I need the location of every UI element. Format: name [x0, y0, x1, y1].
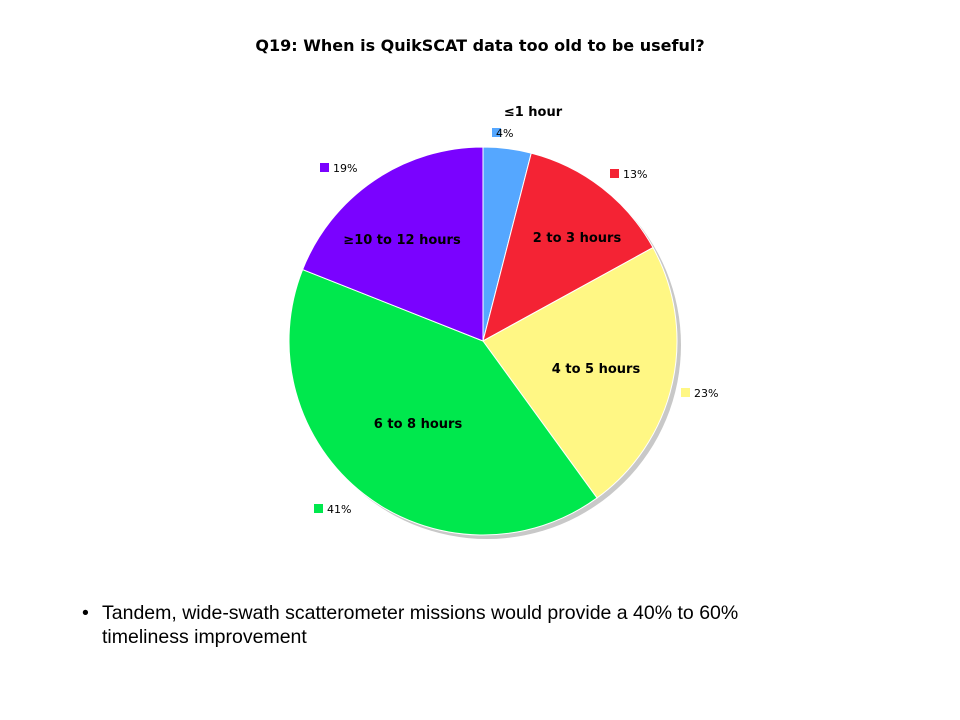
legend-swatch	[681, 388, 690, 397]
pie-slice	[301, 146, 484, 342]
legend-swatch	[320, 163, 329, 172]
slice-label: ≥10 to 12 hours	[343, 233, 461, 248]
pie-slice	[482, 246, 678, 499]
bullet-line-2: timeliness improvement	[102, 626, 307, 648]
percent-label: 19%	[333, 162, 357, 175]
chart-title: Q19: When is QuikSCAT data too old to be…	[255, 36, 705, 55]
slice-label: 4 to 5 hours	[552, 362, 641, 377]
bullet-mark: •	[82, 602, 89, 624]
legend-swatch	[492, 128, 501, 137]
bullet-line-1: Tandem, wide-swath scatterometer mission…	[102, 602, 739, 624]
percent-label: 23%	[694, 387, 718, 400]
percent-label: 41%	[327, 503, 351, 516]
percent-label: 13%	[623, 168, 647, 181]
slice-label: 6 to 8 hours	[374, 417, 463, 432]
pie-slice	[288, 268, 598, 536]
slice-label: ≤1 hour	[504, 105, 563, 120]
legend-swatch	[610, 169, 619, 178]
slice-label: 2 to 3 hours	[533, 231, 622, 246]
percent-label: 4%	[496, 127, 513, 140]
pie-slice	[482, 152, 654, 342]
legend-swatch	[314, 504, 323, 513]
bullet-text: • Tandem, wide-swath scatterometer missio…	[82, 601, 902, 649]
